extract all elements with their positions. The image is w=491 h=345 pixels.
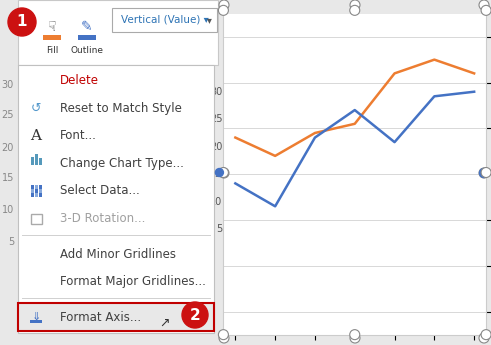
- Circle shape: [218, 168, 228, 177]
- FancyBboxPatch shape: [31, 157, 34, 166]
- FancyBboxPatch shape: [35, 193, 38, 197]
- Text: ✎: ✎: [81, 20, 93, 34]
- Circle shape: [8, 8, 36, 36]
- FancyBboxPatch shape: [18, 0, 218, 65]
- Circle shape: [480, 168, 489, 177]
- Text: ☟: ☟: [48, 20, 56, 34]
- Text: 30: 30: [210, 87, 222, 97]
- Text: 5: 5: [217, 224, 222, 234]
- Circle shape: [481, 6, 491, 15]
- Text: Fill: Fill: [46, 46, 58, 55]
- Text: 15: 15: [210, 169, 222, 179]
- Text: ⇓: ⇓: [31, 312, 41, 322]
- FancyBboxPatch shape: [35, 185, 38, 188]
- Text: 10: 10: [2, 205, 14, 215]
- Circle shape: [216, 168, 223, 177]
- FancyBboxPatch shape: [78, 35, 96, 40]
- Circle shape: [350, 6, 360, 15]
- FancyBboxPatch shape: [35, 189, 38, 193]
- Circle shape: [219, 168, 229, 178]
- Circle shape: [182, 302, 208, 328]
- FancyBboxPatch shape: [39, 189, 43, 193]
- Text: Format Axis...: Format Axis...: [60, 311, 141, 324]
- FancyBboxPatch shape: [39, 158, 42, 166]
- Text: Delete: Delete: [60, 74, 99, 87]
- FancyBboxPatch shape: [31, 185, 34, 188]
- Text: ↗: ↗: [160, 316, 170, 329]
- Circle shape: [218, 330, 228, 339]
- Text: Outline: Outline: [71, 46, 104, 55]
- Text: 5: 5: [8, 237, 14, 247]
- Text: Change Chart Type...: Change Chart Type...: [60, 157, 184, 170]
- Text: Reset to Match Style: Reset to Match Style: [60, 102, 182, 115]
- Circle shape: [479, 333, 489, 343]
- Text: 30: 30: [2, 80, 14, 90]
- Text: Vertical (Value) ▾: Vertical (Value) ▾: [121, 15, 209, 25]
- Text: 10: 10: [210, 197, 222, 207]
- Circle shape: [218, 6, 228, 15]
- FancyBboxPatch shape: [18, 65, 214, 333]
- Text: Chart Title: Chart Title: [210, 0, 297, 4]
- Circle shape: [219, 333, 229, 343]
- FancyBboxPatch shape: [18, 304, 214, 331]
- Text: 2: 2: [190, 307, 200, 323]
- FancyBboxPatch shape: [30, 320, 42, 323]
- Circle shape: [219, 0, 229, 10]
- Circle shape: [350, 330, 360, 339]
- Text: 1: 1: [17, 14, 27, 30]
- Circle shape: [479, 0, 489, 10]
- Text: ↺: ↺: [31, 102, 41, 115]
- FancyBboxPatch shape: [39, 185, 43, 188]
- FancyBboxPatch shape: [112, 8, 217, 32]
- Text: Font...: Font...: [60, 129, 97, 142]
- Text: 3-D Rotation...: 3-D Rotation...: [60, 212, 145, 225]
- Text: Add Minor Gridlines: Add Minor Gridlines: [60, 248, 176, 260]
- Circle shape: [350, 0, 360, 10]
- Circle shape: [481, 330, 491, 339]
- FancyBboxPatch shape: [39, 193, 43, 197]
- FancyBboxPatch shape: [31, 189, 34, 193]
- Circle shape: [481, 168, 491, 177]
- Text: 25: 25: [1, 110, 14, 120]
- Circle shape: [479, 168, 489, 178]
- Text: ▾: ▾: [207, 15, 212, 25]
- Circle shape: [350, 333, 360, 343]
- FancyBboxPatch shape: [31, 193, 34, 197]
- Text: Format Major Gridlines...: Format Major Gridlines...: [60, 275, 206, 288]
- Text: 20: 20: [1, 143, 14, 153]
- FancyBboxPatch shape: [43, 35, 61, 40]
- Text: 20: 20: [210, 142, 222, 152]
- FancyBboxPatch shape: [35, 155, 38, 166]
- Text: 25: 25: [210, 114, 222, 124]
- Text: A: A: [30, 129, 42, 143]
- Text: Select Data...: Select Data...: [60, 185, 140, 197]
- Text: 15: 15: [1, 173, 14, 183]
